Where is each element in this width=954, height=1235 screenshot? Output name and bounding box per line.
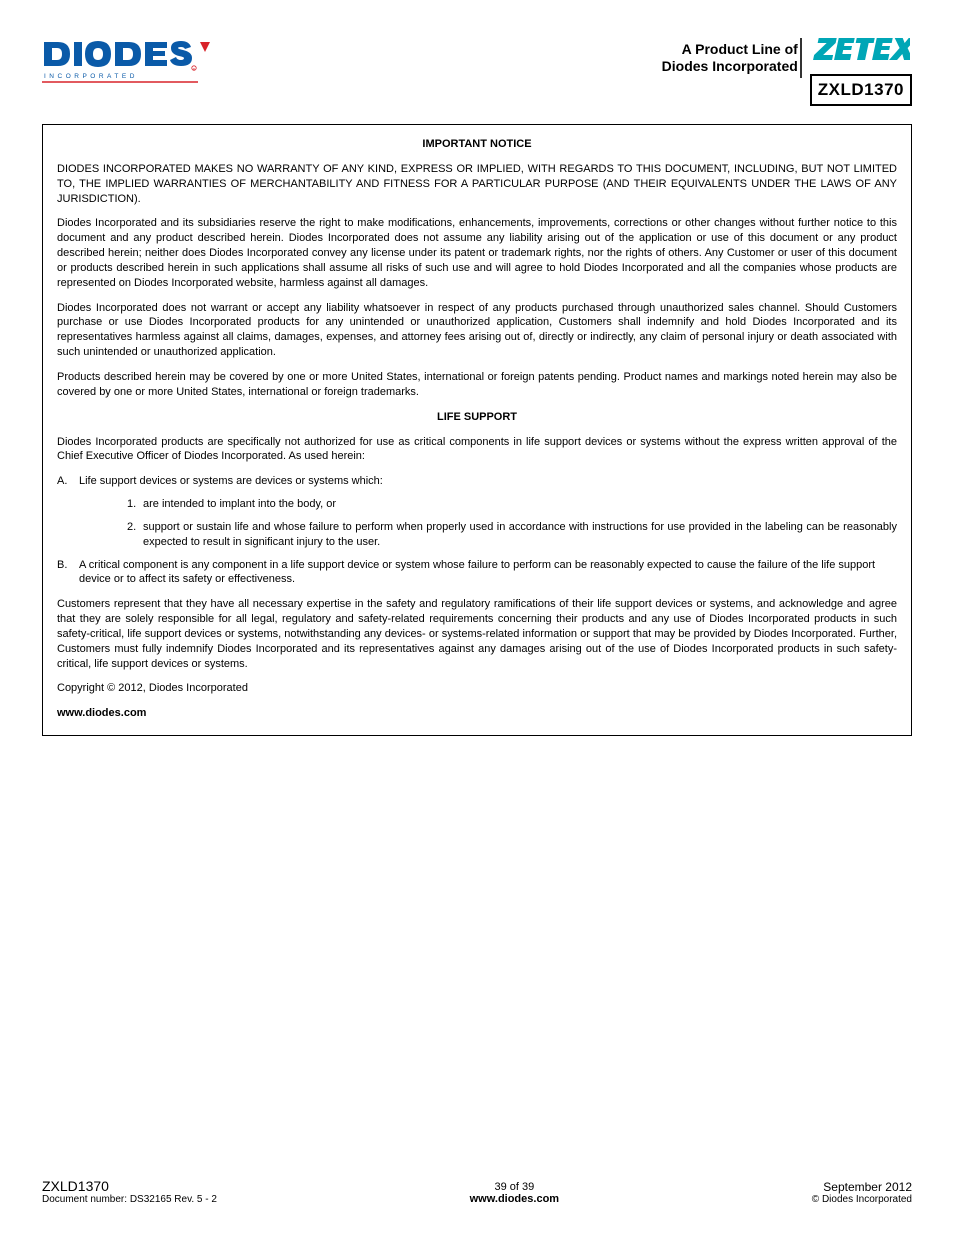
part-number-box: ZXLD1370 (810, 74, 912, 106)
sublist-text-1: are intended to implant into the body, o… (143, 497, 336, 512)
page-header: R INCORPORATED A Product Line of Diodes … (42, 32, 912, 106)
notice-title: IMPORTANT NOTICE (57, 137, 897, 152)
footer-docnum: Document number: DS32165 Rev. 5 - 2 (42, 1194, 217, 1205)
list-label-b: B. (57, 558, 79, 588)
list-item-b: B. A critical component is any component… (57, 558, 897, 588)
sublist-num-2: 2. (127, 520, 143, 550)
sublist-item-2: 2. support or sustain life and whose fai… (127, 520, 897, 550)
footer-copyright: © Diodes Incorporated (812, 1194, 912, 1205)
sublist-num-1: 1. (127, 497, 143, 512)
tagline-line2: Diodes Incorporated (662, 58, 798, 76)
notice-p3: Diodes Incorporated does not warrant or … (57, 301, 897, 360)
svg-text:R: R (193, 67, 196, 71)
svg-text:INCORPORATED: INCORPORATED (44, 73, 138, 80)
life-intro: Diodes Incorporated products are specifi… (57, 435, 897, 465)
list-text-b: A critical component is any component in… (79, 558, 897, 588)
copyright-line: Copyright © 2012, Diodes Incorporated (57, 681, 897, 696)
tagline-line1: A Product Line of (662, 41, 798, 59)
footer-site: www.diodes.com (470, 1193, 559, 1205)
footer-part: ZXLD1370 (42, 1178, 217, 1194)
page-footer: ZXLD1370 Document number: DS32165 Rev. 5… (42, 1178, 912, 1205)
tagline: A Product Line of Diodes Incorporated (662, 38, 802, 78)
notice-p2: Diodes Incorporated and its subsidiaries… (57, 216, 897, 290)
important-notice-box: IMPORTANT NOTICE DIODES INCORPORATED MAK… (42, 124, 912, 736)
zetex-logo (810, 32, 912, 72)
notice-p4: Products described herein may be covered… (57, 370, 897, 400)
list-text-a: Life support devices or systems are devi… (79, 474, 383, 489)
notice-url: www.diodes.com (57, 706, 897, 721)
notice-p1: DIODES INCORPORATED MAKES NO WARRANTY OF… (57, 162, 897, 207)
diodes-logo: R INCORPORATED (42, 38, 212, 86)
footer-date: September 2012 (812, 1180, 912, 1194)
life-support-title: LIFE SUPPORT (57, 410, 897, 425)
list-label-a: A. (57, 474, 79, 489)
sublist-item-1: 1. are intended to implant into the body… (127, 497, 897, 512)
closing-para: Customers represent that they have all n… (57, 597, 897, 671)
sublist-text-2: support or sustain life and whose failur… (143, 520, 897, 550)
list-item-a: A. Life support devices or systems are d… (57, 474, 897, 489)
footer-page: 39 of 39 (470, 1181, 559, 1193)
